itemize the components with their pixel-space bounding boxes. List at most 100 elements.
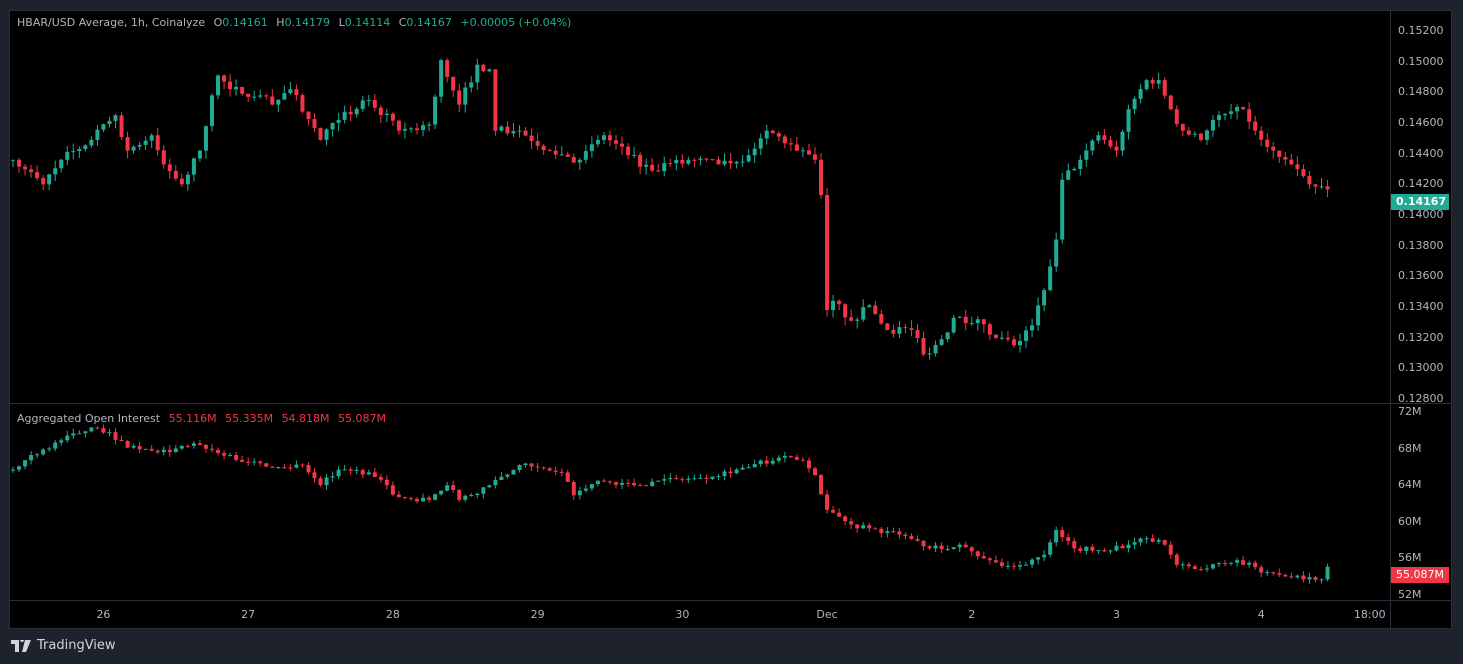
oi-candle — [1247, 560, 1252, 568]
oi-body — [831, 509, 836, 513]
oi-body — [203, 444, 208, 449]
price-body — [439, 60, 444, 97]
oi-candle — [1180, 561, 1185, 570]
price-candle — [1168, 94, 1173, 111]
oi-candle — [770, 457, 775, 466]
price-candle — [348, 105, 353, 122]
price-candle — [125, 131, 130, 159]
price-body — [1102, 135, 1107, 141]
oi-candle — [125, 440, 130, 448]
oi-candle — [788, 455, 793, 459]
oi-body — [185, 445, 190, 447]
price-body — [800, 150, 805, 152]
oi-candle — [975, 550, 980, 560]
price-body — [698, 158, 703, 160]
oi-body — [873, 528, 878, 530]
oi-body — [891, 531, 896, 533]
tradingview-logo[interactable]: TradingView — [11, 638, 116, 653]
price-pane[interactable] — [10, 11, 1390, 403]
price-body — [41, 178, 46, 185]
symbol-title[interactable]: HBAR/USD Average, 1h, Coinalyze — [17, 16, 206, 29]
oi-body — [1247, 562, 1252, 565]
oi-body — [770, 460, 775, 464]
oi-candle — [312, 467, 317, 483]
price-candle — [541, 144, 546, 156]
oi-body — [191, 443, 196, 446]
price-candle — [915, 324, 920, 344]
price-body — [939, 339, 944, 345]
price-body — [1192, 133, 1197, 135]
price-body — [240, 86, 245, 94]
oi-body — [825, 494, 830, 510]
price-body — [246, 93, 251, 97]
open-interest-pane[interactable] — [10, 404, 1390, 600]
price-candle — [993, 334, 998, 340]
price-candle — [1072, 167, 1077, 171]
price-body — [1210, 119, 1215, 131]
oi-candle — [29, 451, 34, 465]
price-body — [457, 90, 462, 105]
price-candle — [1156, 72, 1161, 89]
oi-candle — [493, 476, 498, 489]
price-body — [330, 122, 335, 130]
price-body — [1271, 146, 1276, 151]
oi-candle — [1168, 541, 1173, 559]
oi-body — [421, 497, 426, 502]
oi-body — [318, 478, 323, 486]
oi-candle — [113, 428, 118, 445]
price-candle — [451, 76, 456, 97]
oi-candle — [855, 523, 860, 533]
price-body — [577, 159, 582, 163]
oi-body — [41, 449, 46, 455]
oi-candle — [819, 473, 824, 495]
price-candle — [1210, 115, 1215, 137]
oi-candle — [457, 489, 462, 502]
price-candle — [843, 303, 848, 326]
oi-body — [861, 525, 866, 529]
price-axis-divider — [1390, 10, 1391, 629]
oi-candle — [41, 448, 46, 456]
price-body — [360, 100, 365, 109]
oi-body — [348, 469, 353, 471]
oi-body — [1229, 562, 1234, 564]
price-axis-tick: 0.14800 — [1398, 85, 1444, 99]
oi-title[interactable]: Aggregated Open Interest — [17, 412, 161, 425]
price-candle — [758, 133, 763, 156]
oi-candle — [559, 468, 564, 477]
oi-body — [439, 490, 444, 495]
oi-body — [879, 528, 884, 534]
oi-body — [601, 480, 606, 482]
price-candle — [1235, 104, 1240, 120]
price-body — [680, 159, 685, 164]
price-body — [1253, 121, 1258, 131]
pane-divider[interactable] — [9, 403, 1452, 404]
price-candle — [764, 124, 769, 145]
oi-candle — [1042, 550, 1047, 561]
price-body — [867, 305, 872, 308]
price-body — [825, 195, 830, 311]
oi-candle — [149, 445, 154, 452]
price-candle — [794, 136, 799, 152]
oi-body — [155, 450, 160, 453]
price-body — [511, 131, 516, 134]
oi-body — [1217, 563, 1221, 565]
price-candle — [191, 157, 196, 182]
price-body — [632, 154, 637, 156]
oi-candle — [300, 463, 305, 468]
price-body — [614, 140, 618, 144]
price-body — [65, 151, 70, 160]
price-candle — [336, 112, 341, 132]
oi-body — [65, 435, 70, 441]
oi-body — [125, 441, 130, 448]
price-candle — [1186, 126, 1191, 136]
oi-axis-tick: 68M — [1398, 441, 1422, 455]
oi-body — [758, 460, 763, 465]
oi-body — [885, 531, 890, 534]
oi-body — [752, 464, 757, 468]
oi-candle — [101, 424, 106, 435]
oi-body — [511, 470, 516, 475]
oi-candle — [270, 466, 275, 469]
price-body — [1289, 159, 1294, 165]
oi-axis-tick: 72M — [1398, 405, 1422, 418]
oi-candle — [1313, 575, 1318, 583]
